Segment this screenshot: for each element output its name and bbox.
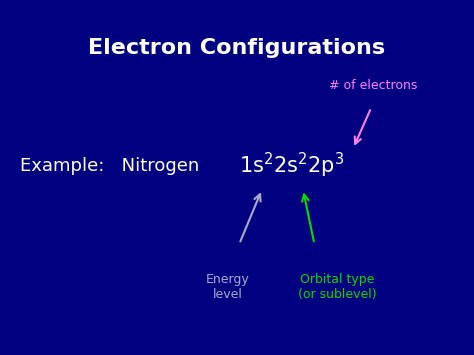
Text: Example:   Nitrogen: Example: Nitrogen [20, 157, 199, 175]
Text: Orbital type
(or sublevel): Orbital type (or sublevel) [298, 273, 376, 301]
Text: # of electrons: # of electrons [329, 79, 418, 92]
Text: Energy
level: Energy level [206, 273, 250, 301]
Text: Electron Configurations: Electron Configurations [89, 38, 385, 58]
Text: $\mathsf{1s^22s^22p^3}$: $\mathsf{1s^22s^22p^3}$ [239, 151, 344, 180]
